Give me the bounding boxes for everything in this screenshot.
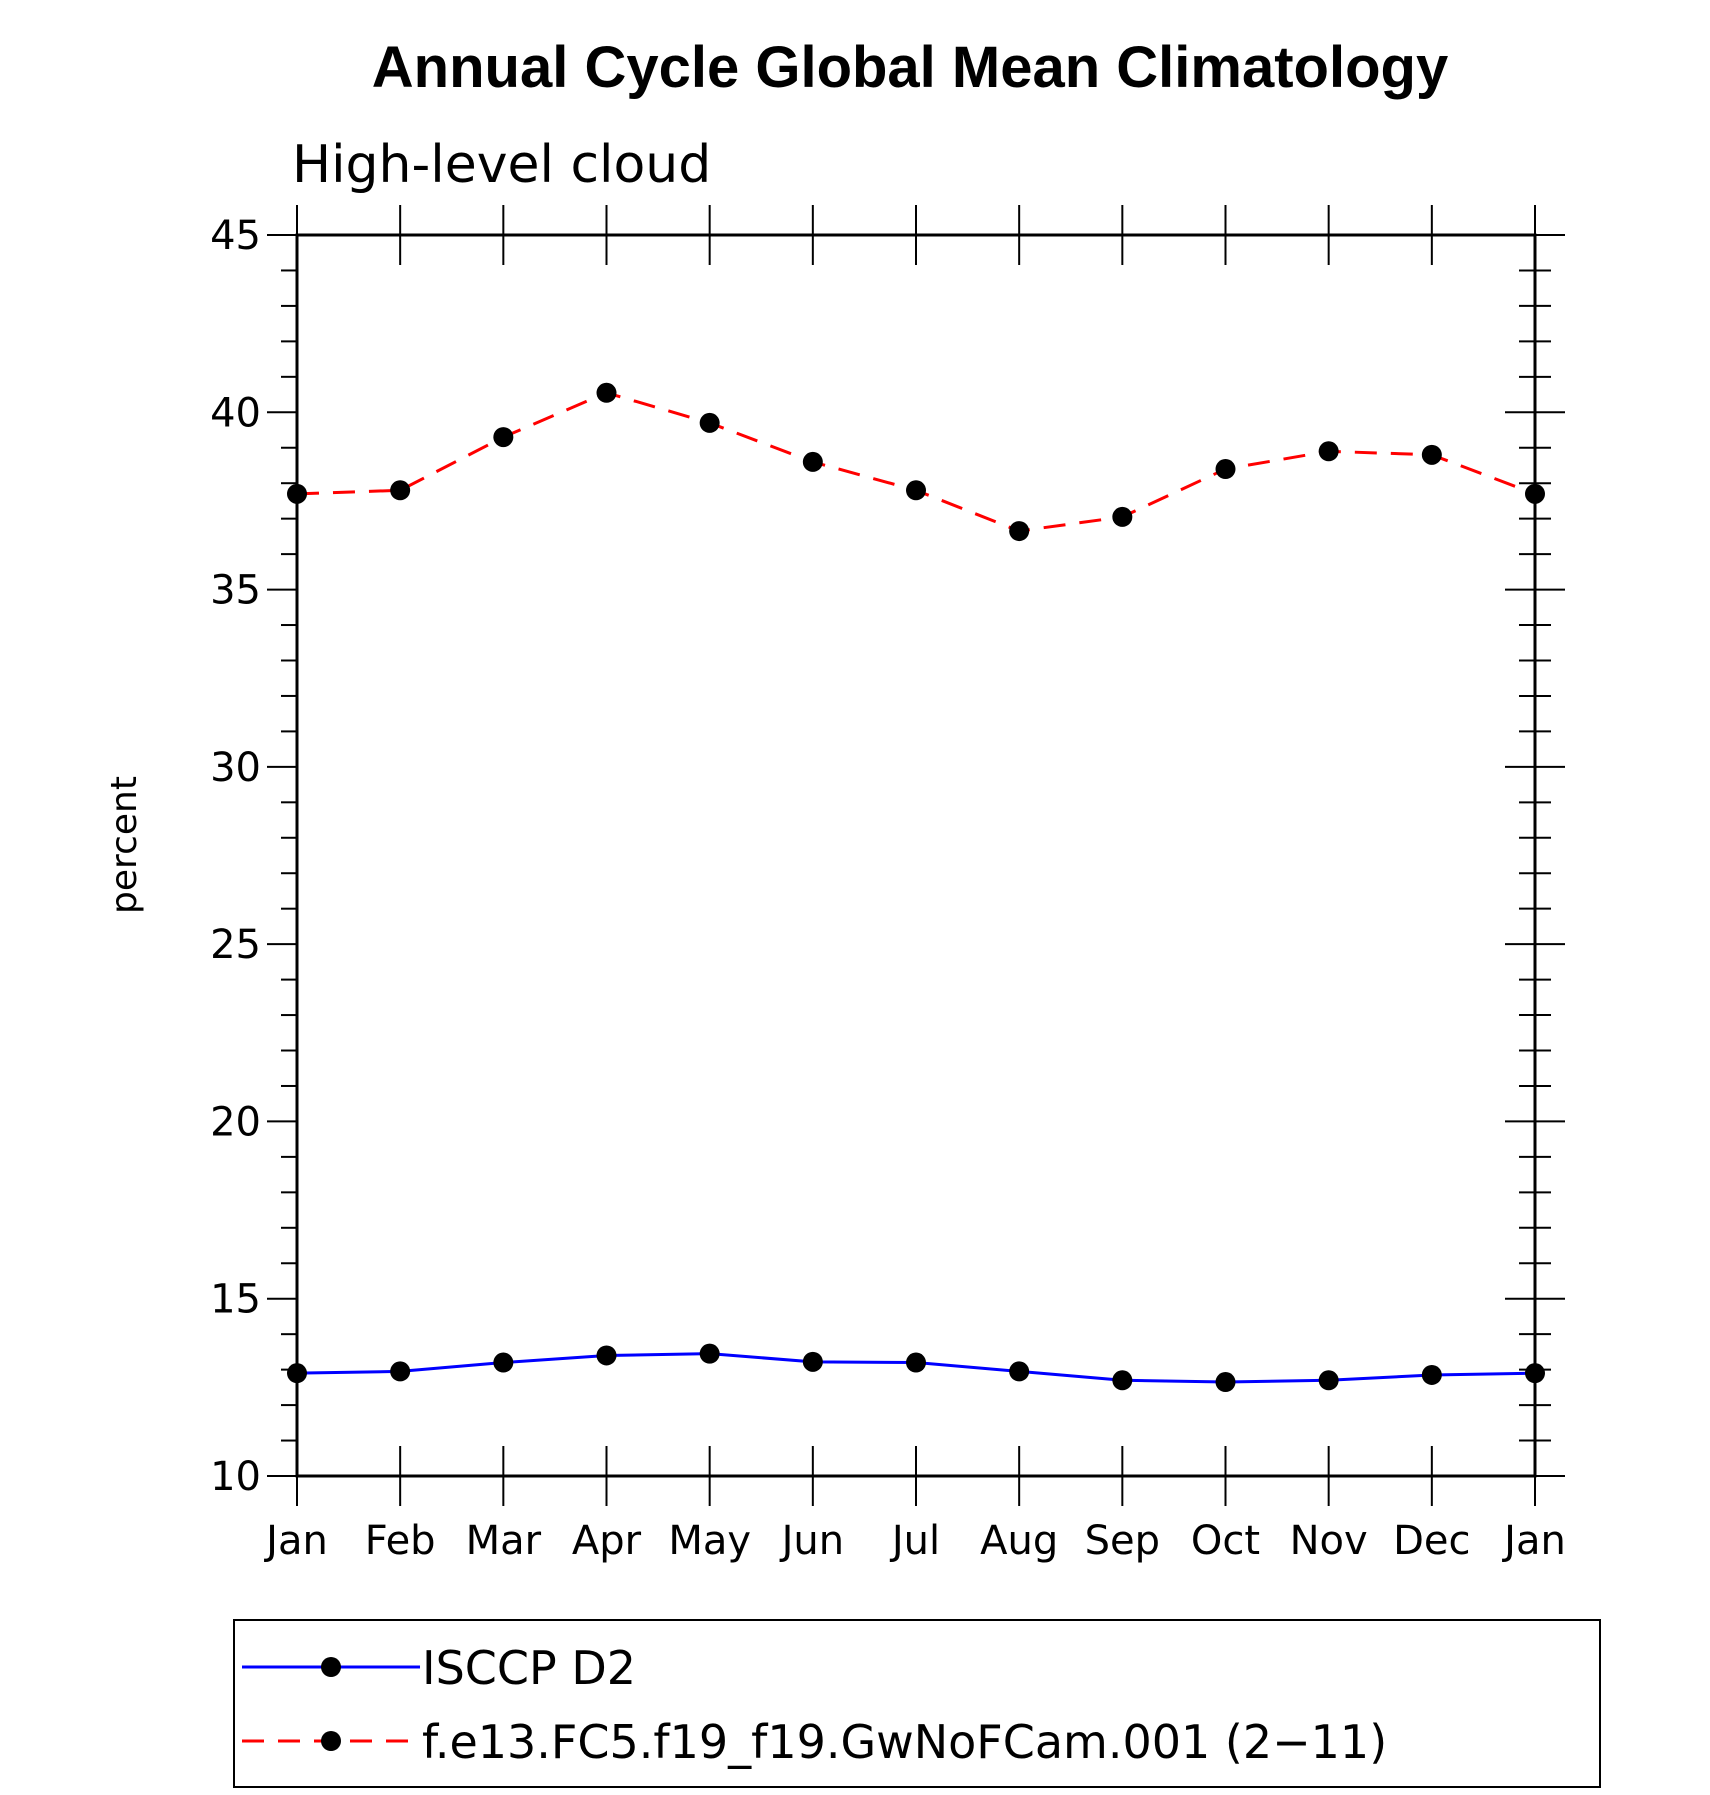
- series-point-1: [699, 412, 720, 433]
- x-tick-label: Oct: [1191, 1518, 1260, 1564]
- x-tick-label: Jul: [889, 1518, 940, 1564]
- x-tick-label: Dec: [1393, 1518, 1470, 1564]
- series-point-1: [1421, 444, 1442, 465]
- series-point-1: [1215, 459, 1236, 480]
- series-point-1: [1525, 483, 1545, 504]
- legend-label-model: f.e13.FC5.f19_f19.GwNoFCam.001 (2−11): [422, 1715, 1387, 1769]
- series-point-0: [802, 1351, 823, 1372]
- y-tick-label: 25: [210, 922, 261, 968]
- y-axis-tick-labels: 10 15 20 25 30 35 40 45: [210, 213, 261, 1500]
- legend: ISCCP D2 f.e13.FC5.f19_f19.GwNoFCam.001 …: [233, 1619, 1601, 1788]
- series-point-1: [493, 427, 514, 448]
- series-point-0: [906, 1352, 926, 1373]
- series-point-1: [906, 480, 926, 501]
- y-tick-label: 40: [210, 390, 261, 436]
- x-tick-label: Nov: [1290, 1518, 1368, 1564]
- y-tick-label: 30: [210, 745, 261, 791]
- x-tick-label: Apr: [572, 1518, 642, 1564]
- series-point-0: [1421, 1364, 1442, 1385]
- x-tick-label: Jan: [263, 1518, 328, 1564]
- series-point-0: [1112, 1370, 1133, 1391]
- legend-marker-model: [321, 1731, 341, 1751]
- series-layer: [287, 382, 1545, 1393]
- y-tick-label: 45: [210, 213, 261, 259]
- series-point-1: [1112, 506, 1133, 527]
- series-point-0: [699, 1343, 720, 1364]
- series-point-0: [1009, 1361, 1030, 1382]
- series-point-1: [1318, 441, 1339, 462]
- y-tick-label: 20: [210, 1099, 261, 1145]
- series-line-1: [296, 391, 1536, 533]
- series-point-0: [1215, 1372, 1236, 1393]
- series-point-0: [287, 1363, 307, 1384]
- y-axis-label: percent: [104, 776, 145, 914]
- legend-label-isccp: ISCCP D2: [422, 1641, 636, 1695]
- x-tick-label: Feb: [365, 1518, 436, 1564]
- series-point-1: [596, 382, 617, 403]
- series-point-1: [390, 480, 411, 501]
- legend-box: [233, 1619, 1601, 1788]
- series-point-0: [1318, 1370, 1339, 1391]
- x-tick-label: Mar: [466, 1518, 542, 1564]
- series-point-1: [287, 483, 307, 504]
- series-point-0: [390, 1361, 411, 1382]
- y-tick-label: 15: [210, 1277, 261, 1323]
- series-point-0: [596, 1345, 617, 1366]
- x-tick-label: Sep: [1085, 1518, 1160, 1564]
- chart-title: Annual Cycle Global Mean Climatology: [372, 35, 1448, 100]
- y-tick-label: 10: [210, 1454, 261, 1500]
- x-tick-label: Jan: [1501, 1518, 1566, 1564]
- axis-ticks: [267, 205, 1565, 1506]
- y-tick-label: 35: [210, 568, 261, 614]
- x-tick-label: Jun: [779, 1518, 845, 1564]
- series-point-0: [493, 1352, 514, 1373]
- series-point-1: [802, 451, 823, 472]
- series-point-1: [1009, 521, 1030, 542]
- plot-frame: [295, 233, 1537, 1478]
- legend-marker-isccp: [321, 1657, 341, 1677]
- series-point-0: [1525, 1363, 1545, 1384]
- chart-subtitle: High-level cloud: [292, 135, 711, 195]
- x-tick-label: Aug: [980, 1518, 1058, 1564]
- x-tick-label: May: [668, 1518, 751, 1564]
- x-axis-tick-labels: Jan Feb Mar Apr May Jun Jul Aug Sep Oct Nov Dec Jan: [263, 1518, 1566, 1564]
